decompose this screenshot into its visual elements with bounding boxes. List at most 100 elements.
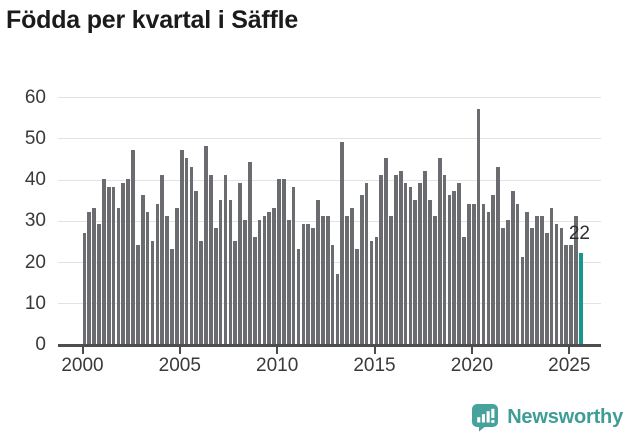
bar	[359, 195, 364, 344]
bar	[131, 150, 135, 344]
bar	[476, 108, 481, 344]
bar	[252, 236, 257, 344]
gridline	[58, 138, 601, 139]
bar	[413, 199, 418, 344]
bar	[467, 203, 471, 344]
bar	[106, 187, 111, 344]
y-tick-label: 60	[24, 87, 46, 108]
bar	[184, 158, 189, 344]
x-tick-label: 2015	[353, 355, 396, 376]
bar	[379, 174, 384, 344]
bar	[384, 158, 388, 344]
bar	[145, 211, 150, 344]
bar	[564, 244, 569, 344]
bar	[394, 174, 398, 344]
bar	[447, 195, 452, 344]
y-tick-label: 30	[24, 210, 46, 231]
y-tick-label: 20	[24, 252, 46, 273]
bar	[559, 228, 564, 344]
newsworthy-logo-text: Newsworthy	[507, 406, 623, 428]
bar	[432, 216, 437, 344]
bar	[457, 183, 461, 344]
x-tick-mark	[81, 347, 84, 354]
bar	[481, 203, 486, 344]
bar	[97, 224, 101, 344]
bar	[218, 199, 223, 344]
last-value-label: 22	[568, 223, 590, 244]
bar	[330, 244, 335, 344]
bar	[121, 183, 126, 344]
bar	[194, 191, 199, 344]
y-tick-label: 0	[35, 334, 46, 355]
x-tick-label: 2020	[450, 355, 494, 376]
bar	[569, 244, 573, 344]
bar	[101, 178, 106, 344]
bar	[82, 232, 87, 344]
bar	[286, 220, 291, 344]
bar	[160, 174, 165, 344]
bar	[87, 211, 92, 344]
x-tick-mark	[276, 347, 279, 354]
bar	[525, 211, 530, 344]
bar	[510, 191, 515, 344]
bar	[209, 174, 213, 344]
bar	[238, 183, 242, 344]
bar	[549, 207, 554, 344]
gridline	[58, 97, 601, 98]
bar	[403, 183, 408, 344]
bar	[316, 199, 320, 344]
bar	[248, 162, 252, 344]
bar	[389, 216, 393, 344]
bar	[301, 224, 306, 344]
bar	[213, 228, 218, 344]
x-tick-label: 2010	[256, 355, 299, 376]
bar	[204, 145, 208, 344]
bar	[486, 211, 491, 344]
bar	[223, 174, 228, 344]
x-tick-mark	[470, 347, 473, 354]
bar	[257, 220, 262, 344]
bar	[126, 178, 130, 344]
x-tick-mark	[178, 347, 181, 354]
bar	[199, 240, 203, 344]
bar	[428, 199, 432, 344]
x-tick-label: 2000	[61, 355, 104, 376]
newsworthy-logo: Newsworthy	[471, 403, 623, 432]
bar	[136, 244, 140, 344]
bar	[471, 203, 476, 344]
bar	[311, 228, 315, 344]
x-tick-label: 2005	[158, 355, 201, 376]
y-tick-label: 40	[24, 169, 46, 190]
y-tick-label: 10	[24, 293, 46, 314]
bar	[496, 166, 500, 344]
bar	[228, 199, 233, 344]
bar	[233, 240, 238, 344]
bar	[345, 216, 350, 344]
bar	[267, 211, 272, 344]
bar	[437, 158, 442, 344]
gridline	[58, 180, 601, 181]
bar	[282, 178, 286, 344]
bar	[262, 216, 267, 344]
bar	[243, 220, 247, 344]
bar	[174, 207, 179, 344]
bar	[520, 257, 525, 344]
x-tick-mark	[373, 347, 376, 354]
bar	[306, 224, 311, 344]
bar	[291, 187, 296, 344]
page-title: Födda per kvartal i Säffle	[6, 6, 299, 34]
bar	[462, 236, 466, 344]
bar	[408, 187, 413, 344]
bar	[350, 207, 354, 344]
bar	[554, 224, 559, 344]
bar	[501, 228, 505, 344]
y-tick-label: 50	[24, 128, 46, 149]
bar	[505, 220, 510, 344]
bar	[540, 216, 544, 344]
bar	[150, 240, 155, 344]
bar	[111, 187, 116, 344]
bar	[155, 203, 160, 344]
x-axis-line	[58, 344, 601, 347]
bar	[544, 232, 549, 344]
